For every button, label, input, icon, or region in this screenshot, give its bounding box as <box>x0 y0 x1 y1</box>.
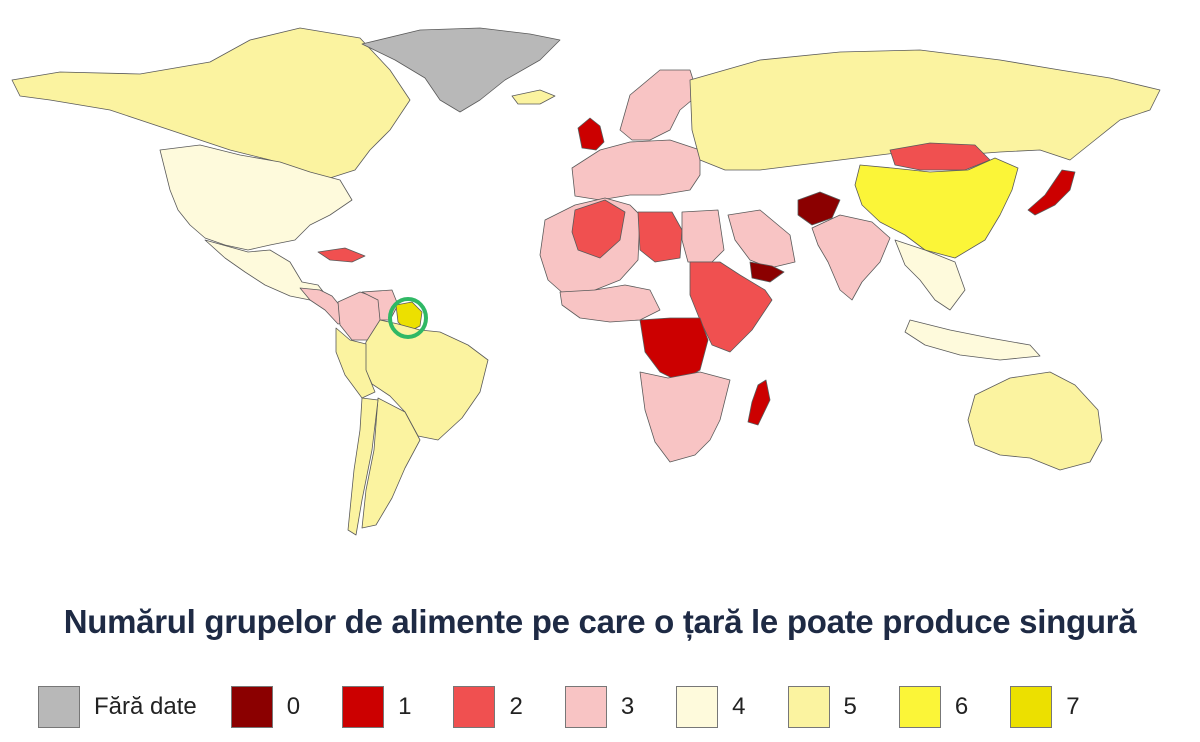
legend-item: 6 <box>898 686 969 728</box>
region-mongolia <box>889 142 991 171</box>
legend-swatch <box>1010 686 1053 728</box>
legend-item: 7 <box>1010 686 1080 728</box>
region-western-europe <box>571 139 701 201</box>
highlight-ring <box>388 297 428 339</box>
region-japan <box>1027 169 1076 216</box>
region-china <box>854 157 1019 259</box>
region-afghanistan <box>797 191 841 226</box>
region-southeast-asia <box>894 239 966 311</box>
region-greenland <box>361 27 561 113</box>
legend-item: 3 <box>564 686 635 728</box>
world-map <box>11 27 1161 536</box>
legend-swatch <box>342 686 385 728</box>
legend-swatch <box>38 686 80 728</box>
region-peru <box>335 327 376 399</box>
region-iceland <box>511 89 556 105</box>
legend-label: 0 <box>286 693 301 720</box>
legend-swatch <box>564 686 607 728</box>
legend-item: 1 <box>342 686 411 728</box>
legend-swatch <box>453 686 496 728</box>
region-india <box>811 214 891 301</box>
region-russia <box>689 49 1161 171</box>
region-madagascar <box>747 379 771 426</box>
region-canada <box>11 27 411 179</box>
legend-label: 7 <box>1066 693 1080 720</box>
legend-label: 2 <box>509 693 523 720</box>
region-indonesia <box>904 319 1041 361</box>
region-united-kingdom <box>577 117 605 151</box>
legend-swatch <box>787 686 830 728</box>
legend-item: 0 <box>230 686 301 728</box>
region-dr-congo <box>639 317 709 383</box>
region-argentina <box>361 397 421 529</box>
region-west-africa <box>559 284 661 323</box>
legend-item: Fără date <box>38 686 197 728</box>
region-libya <box>637 211 683 263</box>
legend-swatch <box>230 686 273 728</box>
legend-item: 2 <box>453 686 523 728</box>
region-east-africa <box>689 261 773 353</box>
region-australia <box>967 371 1103 471</box>
map-title: Numărul grupelor de alimente pe care o ț… <box>63 603 1137 640</box>
legend-label: 5 <box>843 693 857 720</box>
region-algeria <box>571 199 626 259</box>
legend-label: Fără date <box>94 693 197 720</box>
legend-swatch <box>898 686 941 728</box>
legend-label: 1 <box>398 693 412 720</box>
legend-label: 6 <box>954 693 969 720</box>
region-egypt <box>681 209 725 263</box>
region-cuba <box>317 247 366 263</box>
world-map-svg <box>11 27 1161 536</box>
legend-item: 5 <box>787 686 857 728</box>
region-saudi-arabia <box>727 209 796 269</box>
map-legend: Fără date 0 1 2 3 4 5 6 7 <box>38 686 1122 728</box>
legend-swatch <box>676 686 719 728</box>
region-scandinavia <box>619 69 699 141</box>
legend-item: 4 <box>676 686 746 728</box>
region-yemen <box>749 261 785 283</box>
legend-label: 3 <box>620 693 635 720</box>
region-united-states <box>159 144 353 251</box>
region-guyana <box>395 301 423 333</box>
region-chile <box>347 397 379 536</box>
legend-label: 4 <box>732 693 746 720</box>
region-southern-africa <box>639 371 731 463</box>
